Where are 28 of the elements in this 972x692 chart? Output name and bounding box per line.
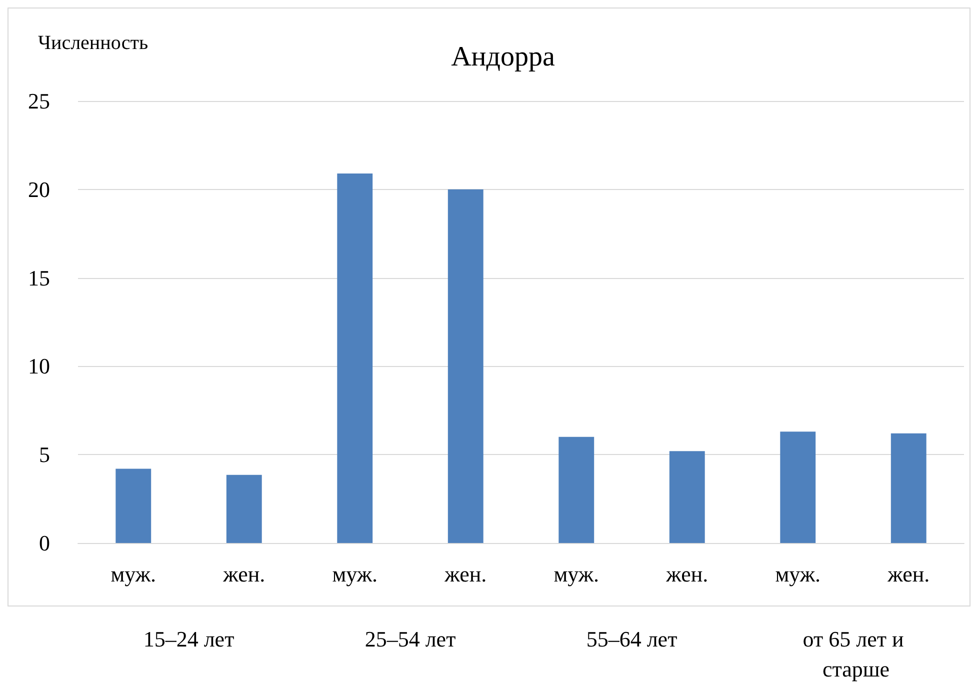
y-tick-label: 5: [39, 442, 50, 468]
x-tick-label: муж.: [110, 562, 156, 586]
bar: [116, 468, 152, 543]
x-tick-label: муж.: [775, 562, 821, 586]
text: 55–64 лет: [586, 626, 678, 652]
bar: [669, 451, 705, 543]
y-tick-label: 15: [28, 265, 50, 290]
y-tick-label: 0: [39, 530, 50, 556]
bar: [226, 474, 262, 543]
bar: [780, 432, 816, 543]
chart-title: Андорра: [451, 42, 556, 72]
bar: [558, 436, 594, 543]
x-tick-label: жен.: [886, 562, 930, 586]
x-tick-label: муж.: [554, 562, 600, 586]
text: от 65 лет и старше: [802, 626, 904, 682]
x-tick-label: жен.: [444, 562, 487, 586]
bar: [337, 173, 373, 543]
x-tick-label: жен.: [665, 562, 708, 586]
text: 15–24 лет: [143, 626, 235, 652]
x-tick-label: муж.: [332, 562, 378, 586]
bar: [890, 433, 926, 543]
y-tick-label: 20: [28, 176, 50, 202]
bar: [448, 189, 484, 543]
x-tick-label: жен.: [222, 562, 266, 586]
y-axis-title: Численность: [38, 32, 148, 54]
y-tick-label: 10: [28, 354, 50, 379]
text: 25–54 лет: [364, 626, 456, 652]
y-tick-label: 25: [28, 88, 50, 114]
